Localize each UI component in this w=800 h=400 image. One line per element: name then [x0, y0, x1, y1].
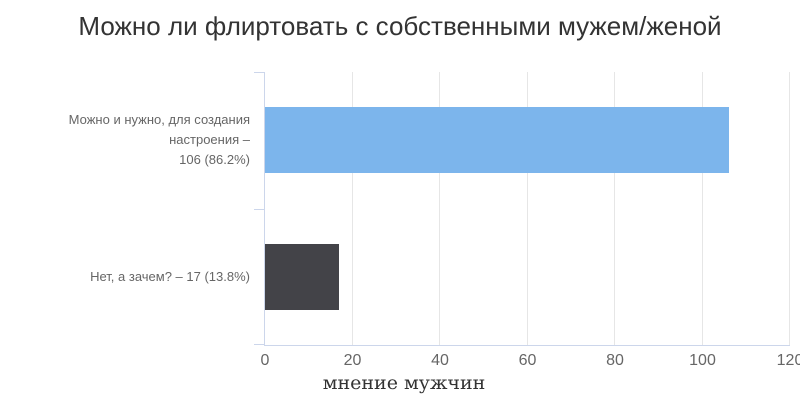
gridline-x-40	[439, 72, 440, 345]
bar-1[interactable]	[265, 244, 339, 310]
category-label-line: 106 (86.2%)	[179, 152, 250, 168]
gridline-x-80	[614, 72, 615, 345]
gridline-x-100	[701, 72, 703, 345]
category-tick-1	[254, 209, 264, 210]
chart-title: Можно ли флиртовать с собственными мужем…	[78, 11, 722, 41]
x-axis-title: мнение мужчин	[322, 372, 486, 394]
category-label-line: Можно и нужно, для создания настроения –	[68, 112, 250, 148]
category-axis-labels: Можно и нужно, для создания настроения –…	[0, 0, 250, 400]
y-axis-line	[264, 72, 265, 345]
x-tick-label-100: 100	[689, 352, 716, 369]
x-tick-label-0: 0	[260, 352, 270, 369]
category-label-line: Нет, а зачем? – 17 (13.8%)	[90, 268, 250, 284]
x-tick-label-40: 40	[431, 352, 449, 369]
bar-0[interactable]	[265, 107, 729, 173]
x-axis-line	[264, 345, 790, 346]
gridline-x-120	[789, 72, 790, 345]
x-tick-label-80: 80	[606, 352, 624, 369]
category-label-0: Можно и нужно, для создания настроения –…	[0, 110, 250, 170]
gridline-x-60	[526, 72, 528, 345]
category-label-1: Нет, а зачем? – 17 (13.8%)	[0, 267, 250, 287]
category-tick-0	[254, 72, 264, 73]
gridline-x-20	[351, 72, 353, 345]
x-tick-label-120: 120	[776, 352, 800, 369]
x-tick-label-20: 20	[343, 352, 362, 369]
x-tick-label-60: 60	[518, 352, 537, 369]
category-tick-2	[254, 344, 264, 345]
plot-area	[254, 72, 790, 346]
